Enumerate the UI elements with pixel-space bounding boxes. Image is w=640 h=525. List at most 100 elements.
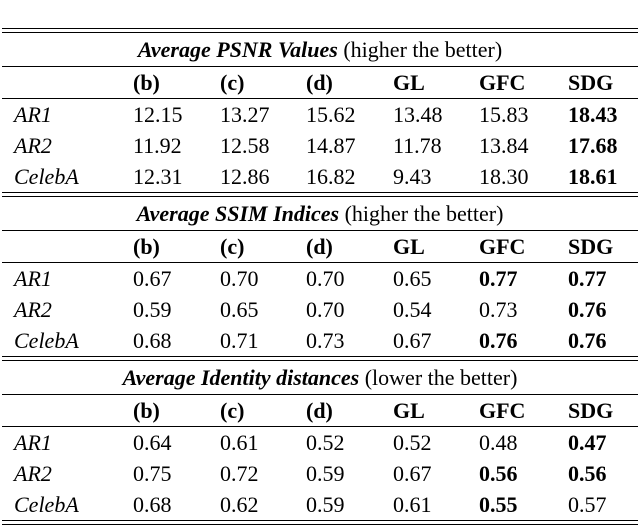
table-cell: 0.76 xyxy=(479,328,518,353)
table-cell: 0.77 xyxy=(479,266,518,291)
column-header: SDG xyxy=(568,234,614,259)
results-table: Average PSNR Values (higher the better) … xyxy=(2,28,638,525)
table-row: AR1 0.67 0.70 0.70 0.65 0.77 0.77 xyxy=(2,262,638,294)
table-cell: 0.73 xyxy=(306,328,345,353)
table-cell: 12.58 xyxy=(220,133,270,158)
row-label: CelebA xyxy=(14,492,79,517)
row-label: AR2 xyxy=(14,297,52,322)
table-cell: 0.62 xyxy=(220,492,259,517)
table-row: AR1 12.15 13.27 15.62 13.48 15.83 18.43 xyxy=(2,98,638,130)
column-header-row: (b) (c) (d) GL GFC SDG xyxy=(2,66,638,98)
section-title-main: Average Identity distances xyxy=(122,365,360,390)
column-header: GFC xyxy=(479,398,526,423)
table-cell: 0.61 xyxy=(393,492,432,517)
table-cell: 0.48 xyxy=(479,430,518,455)
table-cell: 11.78 xyxy=(393,133,442,158)
column-header: (d) xyxy=(306,398,333,423)
row-label: CelebA xyxy=(14,328,79,353)
table-row: CelebA 0.68 0.62 0.59 0.61 0.55 0.57 xyxy=(2,489,638,520)
table-cell: 0.68 xyxy=(133,328,172,353)
table-cell: 0.47 xyxy=(568,430,607,455)
column-header: (b) xyxy=(133,234,160,259)
table-cell: 9.43 xyxy=(393,164,432,189)
column-header: GFC xyxy=(479,70,526,95)
row-label: AR2 xyxy=(14,133,52,158)
table-cell: 0.65 xyxy=(393,266,432,291)
table-cell: 0.52 xyxy=(393,430,432,455)
table-cell: 18.30 xyxy=(479,164,529,189)
row-label: CelebA xyxy=(14,164,79,189)
table-cell: 0.75 xyxy=(133,461,172,486)
section-title-main: Average SSIM Indices xyxy=(136,201,340,226)
table-cell: 12.31 xyxy=(133,164,183,189)
table-cell: 0.55 xyxy=(479,492,518,517)
table-cell: 15.83 xyxy=(479,102,529,127)
table-cell: 0.67 xyxy=(393,328,432,353)
table-cell: 17.68 xyxy=(568,133,618,158)
table-cell: 0.70 xyxy=(306,297,345,322)
table-cell: 0.68 xyxy=(133,492,172,517)
column-header: (c) xyxy=(220,70,245,95)
column-header: GFC xyxy=(479,234,526,259)
table-cell: 0.64 xyxy=(133,430,172,455)
table-cell: 14.87 xyxy=(306,133,356,158)
column-header: GL xyxy=(393,398,425,423)
table-cell: 16.82 xyxy=(306,164,356,189)
section-title-note: (lower the better) xyxy=(364,365,518,390)
section-title-ssim: Average SSIM Indices (higher the better) xyxy=(2,197,638,230)
table-cell: 0.65 xyxy=(220,297,259,322)
section-title-note: (higher the better) xyxy=(344,201,504,226)
table-row: AR2 11.92 12.58 14.87 11.78 13.84 17.68 xyxy=(2,130,638,161)
table-cell: 0.77 xyxy=(568,266,607,291)
table-row: CelebA 12.31 12.86 16.82 9.43 18.30 18.6… xyxy=(2,161,638,192)
row-label: AR1 xyxy=(14,266,52,291)
table-cell: 0.52 xyxy=(306,430,345,455)
row-label: AR1 xyxy=(14,102,52,127)
table-cell: 18.43 xyxy=(568,102,618,127)
table-cell: 13.27 xyxy=(220,102,270,127)
section-title-identity: Average Identity distances (lower the be… xyxy=(2,361,638,394)
table-cell: 0.54 xyxy=(393,297,432,322)
column-header: (d) xyxy=(306,70,333,95)
table-row: AR1 0.64 0.61 0.52 0.52 0.48 0.47 xyxy=(2,426,638,458)
column-header: GL xyxy=(393,234,425,259)
table-cell: 18.61 xyxy=(568,164,618,189)
column-header: SDG xyxy=(568,70,614,95)
table-cell: 11.92 xyxy=(133,133,182,158)
table-cell: 0.57 xyxy=(568,492,607,517)
table-cell: 12.86 xyxy=(220,164,270,189)
table-row: AR2 0.59 0.65 0.70 0.54 0.73 0.76 xyxy=(2,294,638,325)
column-header: (b) xyxy=(133,398,160,423)
table-cell: 0.61 xyxy=(220,430,259,455)
table-cell: 0.76 xyxy=(568,297,607,322)
column-header: GL xyxy=(393,70,425,95)
section-title-main: Average PSNR Values xyxy=(137,37,338,62)
column-header: (d) xyxy=(306,234,333,259)
table-cell: 13.84 xyxy=(479,133,529,158)
table-row: AR2 0.75 0.72 0.59 0.67 0.56 0.56 xyxy=(2,458,638,489)
column-header-row: (b) (c) (d) GL GFC SDG xyxy=(2,394,638,426)
row-label: AR1 xyxy=(14,430,52,455)
double-rule xyxy=(2,28,638,33)
section-title-psnr: Average PSNR Values (higher the better) xyxy=(2,33,638,66)
section-title-note: (higher the better) xyxy=(343,37,503,62)
double-rule xyxy=(2,356,638,361)
table-cell: 0.70 xyxy=(306,266,345,291)
column-header: SDG xyxy=(568,398,614,423)
column-header: (c) xyxy=(220,398,245,423)
table-cell: 13.48 xyxy=(393,102,443,127)
row-label: AR2 xyxy=(14,461,52,486)
double-rule xyxy=(2,520,638,525)
table-cell: 0.59 xyxy=(133,297,172,322)
column-header: (c) xyxy=(220,234,245,259)
table-cell: 0.72 xyxy=(220,461,259,486)
table-cell: 0.73 xyxy=(479,297,518,322)
table-cell: 12.15 xyxy=(133,102,183,127)
column-header: (b) xyxy=(133,70,160,95)
table-cell: 0.67 xyxy=(133,266,172,291)
table-cell: 0.56 xyxy=(568,461,607,486)
table-cell: 0.76 xyxy=(568,328,607,353)
table-cell: 15.62 xyxy=(306,102,356,127)
table-cell: 0.59 xyxy=(306,461,345,486)
table-cell: 0.67 xyxy=(393,461,432,486)
